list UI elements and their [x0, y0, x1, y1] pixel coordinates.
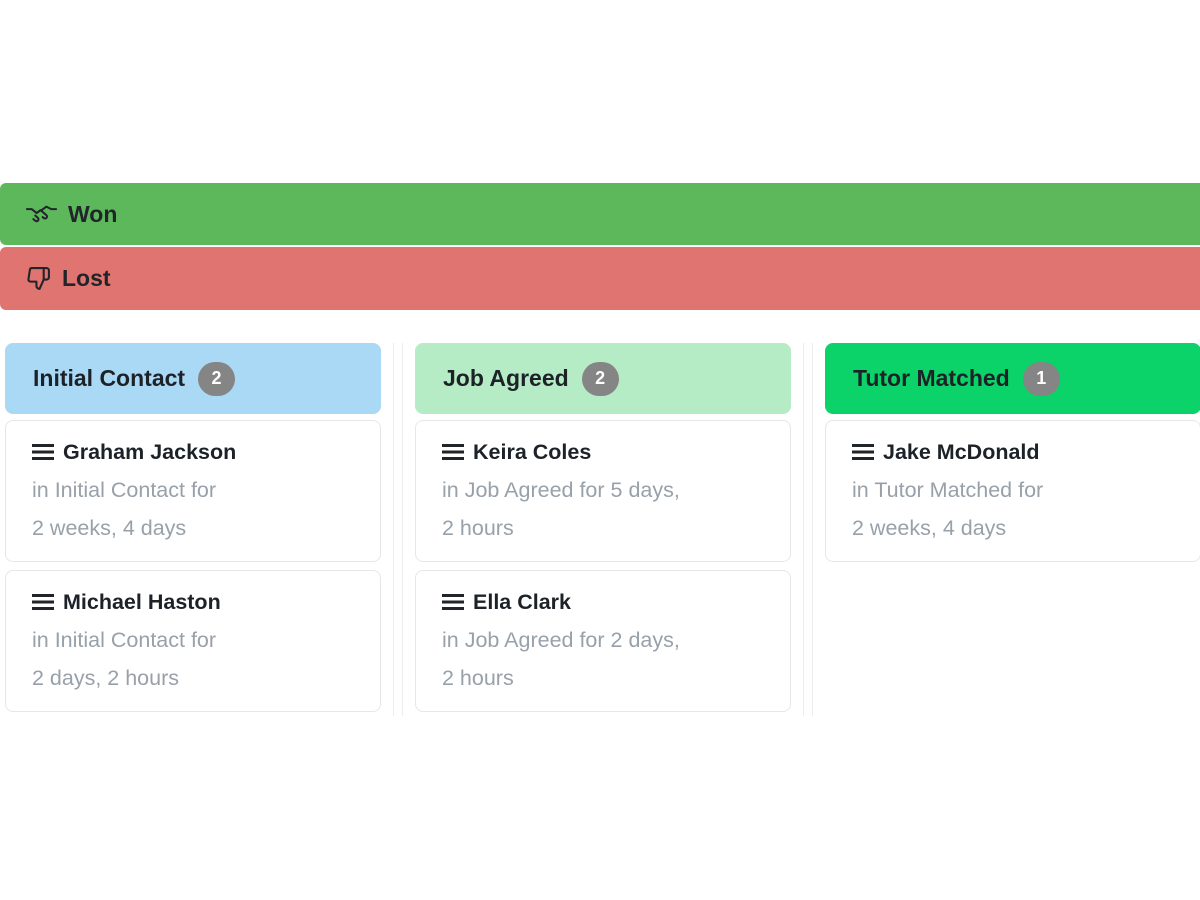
- card-status-line: in Initial Contact for: [32, 478, 217, 502]
- card-name-row: Michael Haston: [32, 583, 354, 621]
- handshake-icon: [26, 203, 57, 225]
- card-name-row: Keira Coles: [442, 433, 764, 471]
- column-card-list: Jake McDonald in Tutor Matched for 2 week…: [825, 420, 1200, 562]
- card-status-line: in Job Agreed for 2 days,: [442, 628, 680, 652]
- pipeline-card[interactable]: Keira Coles in Job Agreed for 5 days, 2 h…: [415, 420, 791, 562]
- card-status-line: 2 weeks, 4 days: [852, 516, 1007, 540]
- column-header: Tutor Matched 1: [825, 343, 1200, 414]
- card-status-line: in Tutor Matched for: [852, 478, 1044, 502]
- card-status-line: 2 days, 2 hours: [32, 666, 180, 690]
- column-count-badge: 2: [198, 361, 236, 396]
- kanban-board-page: Won Lost Initial Contact 2 Graham Jackso…: [0, 183, 1200, 716]
- card-name: Graham Jackson: [63, 440, 237, 464]
- outcome-bars: Won Lost: [0, 183, 1200, 310]
- thumbs-down-icon: [26, 266, 51, 291]
- card-name-row: Ella Clark: [442, 583, 764, 621]
- column-card-list: Keira Coles in Job Agreed for 5 days, 2 h…: [415, 420, 791, 712]
- drag-handle-icon[interactable]: [852, 444, 874, 460]
- card-status-line: in Job Agreed for 5 days,: [442, 478, 680, 502]
- lost-drop-bar[interactable]: Lost: [0, 247, 1200, 310]
- lost-label: Lost: [62, 265, 111, 291]
- card-status: in Job Agreed for 2 days, 2 hours: [442, 621, 764, 697]
- column-card-list: Graham Jackson in Initial Contact for 2 w…: [5, 420, 381, 712]
- card-status: in Initial Contact for 2 days, 2 hours: [32, 621, 354, 697]
- kanban-column: Tutor Matched 1 Jake McDonald in Tutor M…: [812, 343, 1200, 716]
- pipeline-card[interactable]: Michael Haston in Initial Contact for 2 d…: [5, 570, 381, 712]
- card-name: Ella Clark: [473, 590, 571, 614]
- kanban-column: Initial Contact 2 Graham Jackson in Init…: [0, 343, 394, 716]
- column-count-badge: 2: [581, 361, 619, 396]
- card-status-line: 2 hours: [442, 516, 514, 540]
- card-status-line: in Initial Contact for: [32, 628, 217, 652]
- drag-handle-icon[interactable]: [442, 444, 464, 460]
- card-name-row: Graham Jackson: [32, 433, 354, 471]
- column-title: Job Agreed: [443, 365, 569, 391]
- drag-handle-icon[interactable]: [32, 594, 54, 610]
- card-status: in Initial Contact for 2 weeks, 4 days: [32, 471, 354, 547]
- column-header: Job Agreed 2: [415, 343, 791, 414]
- card-name: Michael Haston: [63, 590, 221, 614]
- card-status-line: 2 hours: [442, 666, 514, 690]
- card-status: in Job Agreed for 5 days, 2 hours: [442, 471, 764, 547]
- pipeline-card[interactable]: Graham Jackson in Initial Contact for 2 w…: [5, 420, 381, 562]
- card-name: Jake McDonald: [883, 440, 1040, 464]
- card-status-line: 2 weeks, 4 days: [32, 516, 187, 540]
- column-count-badge: 1: [1022, 361, 1060, 396]
- pipeline-card[interactable]: Ella Clark in Job Agreed for 2 days, 2 ho…: [415, 570, 791, 712]
- column-title: Initial Contact: [33, 365, 186, 391]
- column-header: Initial Contact 2: [5, 343, 381, 414]
- card-name-row: Jake McDonald: [852, 433, 1174, 471]
- pipeline-board: Initial Contact 2 Graham Jackson in Init…: [0, 343, 1200, 716]
- kanban-column: Job Agreed 2 Keira Coles in Job Agreed f…: [402, 343, 804, 716]
- column-title: Tutor Matched: [853, 365, 1010, 391]
- pipeline-card[interactable]: Jake McDonald in Tutor Matched for 2 week…: [825, 420, 1200, 562]
- card-status: in Tutor Matched for 2 weeks, 4 days: [852, 471, 1174, 547]
- won-label: Won: [68, 200, 118, 227]
- card-name: Keira Coles: [473, 440, 592, 464]
- drag-handle-icon[interactable]: [442, 594, 464, 610]
- won-drop-bar[interactable]: Won: [0, 183, 1200, 245]
- drag-handle-icon[interactable]: [32, 444, 54, 460]
